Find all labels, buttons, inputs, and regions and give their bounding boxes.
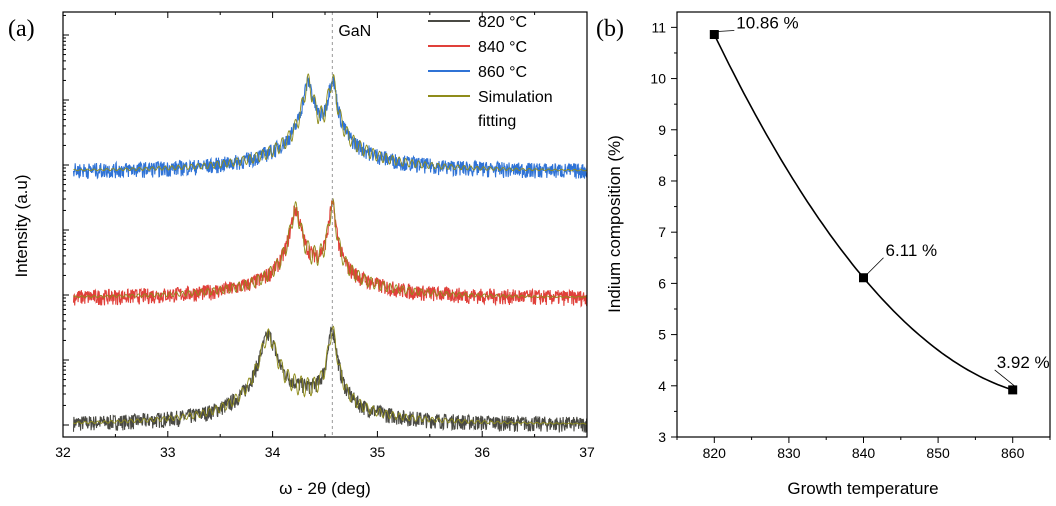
- y-tick-label: 7: [658, 224, 666, 240]
- x-tick-label: 860: [1001, 445, 1025, 461]
- x-tick-label: 820: [703, 445, 727, 461]
- x-tick-label: 840: [852, 445, 876, 461]
- panel-a-y-axis: [63, 14, 69, 426]
- legend-label: 840 °C: [478, 39, 527, 56]
- simulation-fit-line-2: [73, 73, 588, 172]
- y-tick-label: 6: [658, 275, 666, 291]
- data-label: 3.92 %: [997, 353, 1050, 372]
- simulation-fit-line-1: [73, 197, 588, 299]
- legend-label-line2: fitting: [478, 113, 516, 130]
- panel-a-y-axis-title: Intensity (a.u): [12, 175, 31, 278]
- data-label: 10.86 %: [736, 14, 798, 33]
- x-tick-label: 850: [926, 445, 950, 461]
- y-tick-label: 9: [658, 122, 666, 138]
- data-point: [709, 30, 719, 40]
- panel-a: (a) 32 33 34 35 36 37 GaN 820 °C 840 °C 860 °C S…: [8, 11, 595, 498]
- x-tick-label: 35: [370, 444, 386, 460]
- panel-a-x-axis-title: ω - 2θ (deg): [279, 479, 371, 498]
- panel-b-points: 10.86 % 6.11 % 3.92 %: [709, 14, 1050, 395]
- panel-b: (b) 820 830 840 850 860 3 4 5 6 7 8 9 10 11 10.86 % 6.…: [596, 11, 1051, 498]
- data-point: [859, 273, 868, 283]
- series-line-0: [72, 326, 588, 433]
- data-label-leader: [717, 30, 735, 32]
- data-label-leader: [866, 257, 884, 276]
- y-tick-label: 3: [658, 429, 666, 445]
- simulation-fit-line-0: [73, 325, 588, 425]
- data-label-leader: [994, 369, 1016, 388]
- x-tick-label: 33: [160, 444, 176, 460]
- panel-b-axes: 820 830 840 850 860 3 4 5 6 7 8 9 10 11: [650, 19, 1051, 461]
- y-tick-label: 11: [651, 19, 666, 35]
- x-tick-label: 830: [777, 445, 801, 461]
- x-tick-label: 36: [474, 444, 490, 460]
- panel-b-x-axis-title: Growth temperature: [787, 479, 938, 498]
- panel-a-legend: 820 °C 840 °C 860 °C Simulation fitting: [428, 14, 553, 130]
- panel-a-label: (a): [8, 16, 35, 42]
- y-tick-label: 4: [658, 378, 666, 394]
- data-label: 6.11 %: [886, 241, 938, 260]
- panel-b-label: (b): [596, 16, 624, 42]
- x-tick-label: 32: [55, 444, 71, 460]
- legend-label: Simulation: [478, 89, 553, 106]
- panel-a-x-axis: 32 33 34 35 36 37: [55, 12, 595, 460]
- data-point: [1008, 385, 1018, 395]
- panel-b-frame: [676, 11, 1051, 438]
- series-line-1: [72, 198, 588, 308]
- series-line-2: [72, 75, 588, 180]
- y-tick-label: 8: [658, 173, 666, 189]
- y-tick-label: 10: [650, 71, 666, 87]
- y-tick-label: 5: [658, 327, 666, 343]
- fit-curve: [713, 34, 1013, 391]
- x-tick-label: 37: [579, 444, 595, 460]
- panel-a-traces: [72, 73, 588, 433]
- gan-reference-label: GaN: [338, 23, 371, 40]
- panel-b-y-axis-title: Indium composition (%): [605, 135, 624, 313]
- legend-label: 820 °C: [478, 14, 527, 31]
- x-tick-label: 34: [265, 444, 281, 460]
- legend-label: 860 °C: [478, 64, 527, 81]
